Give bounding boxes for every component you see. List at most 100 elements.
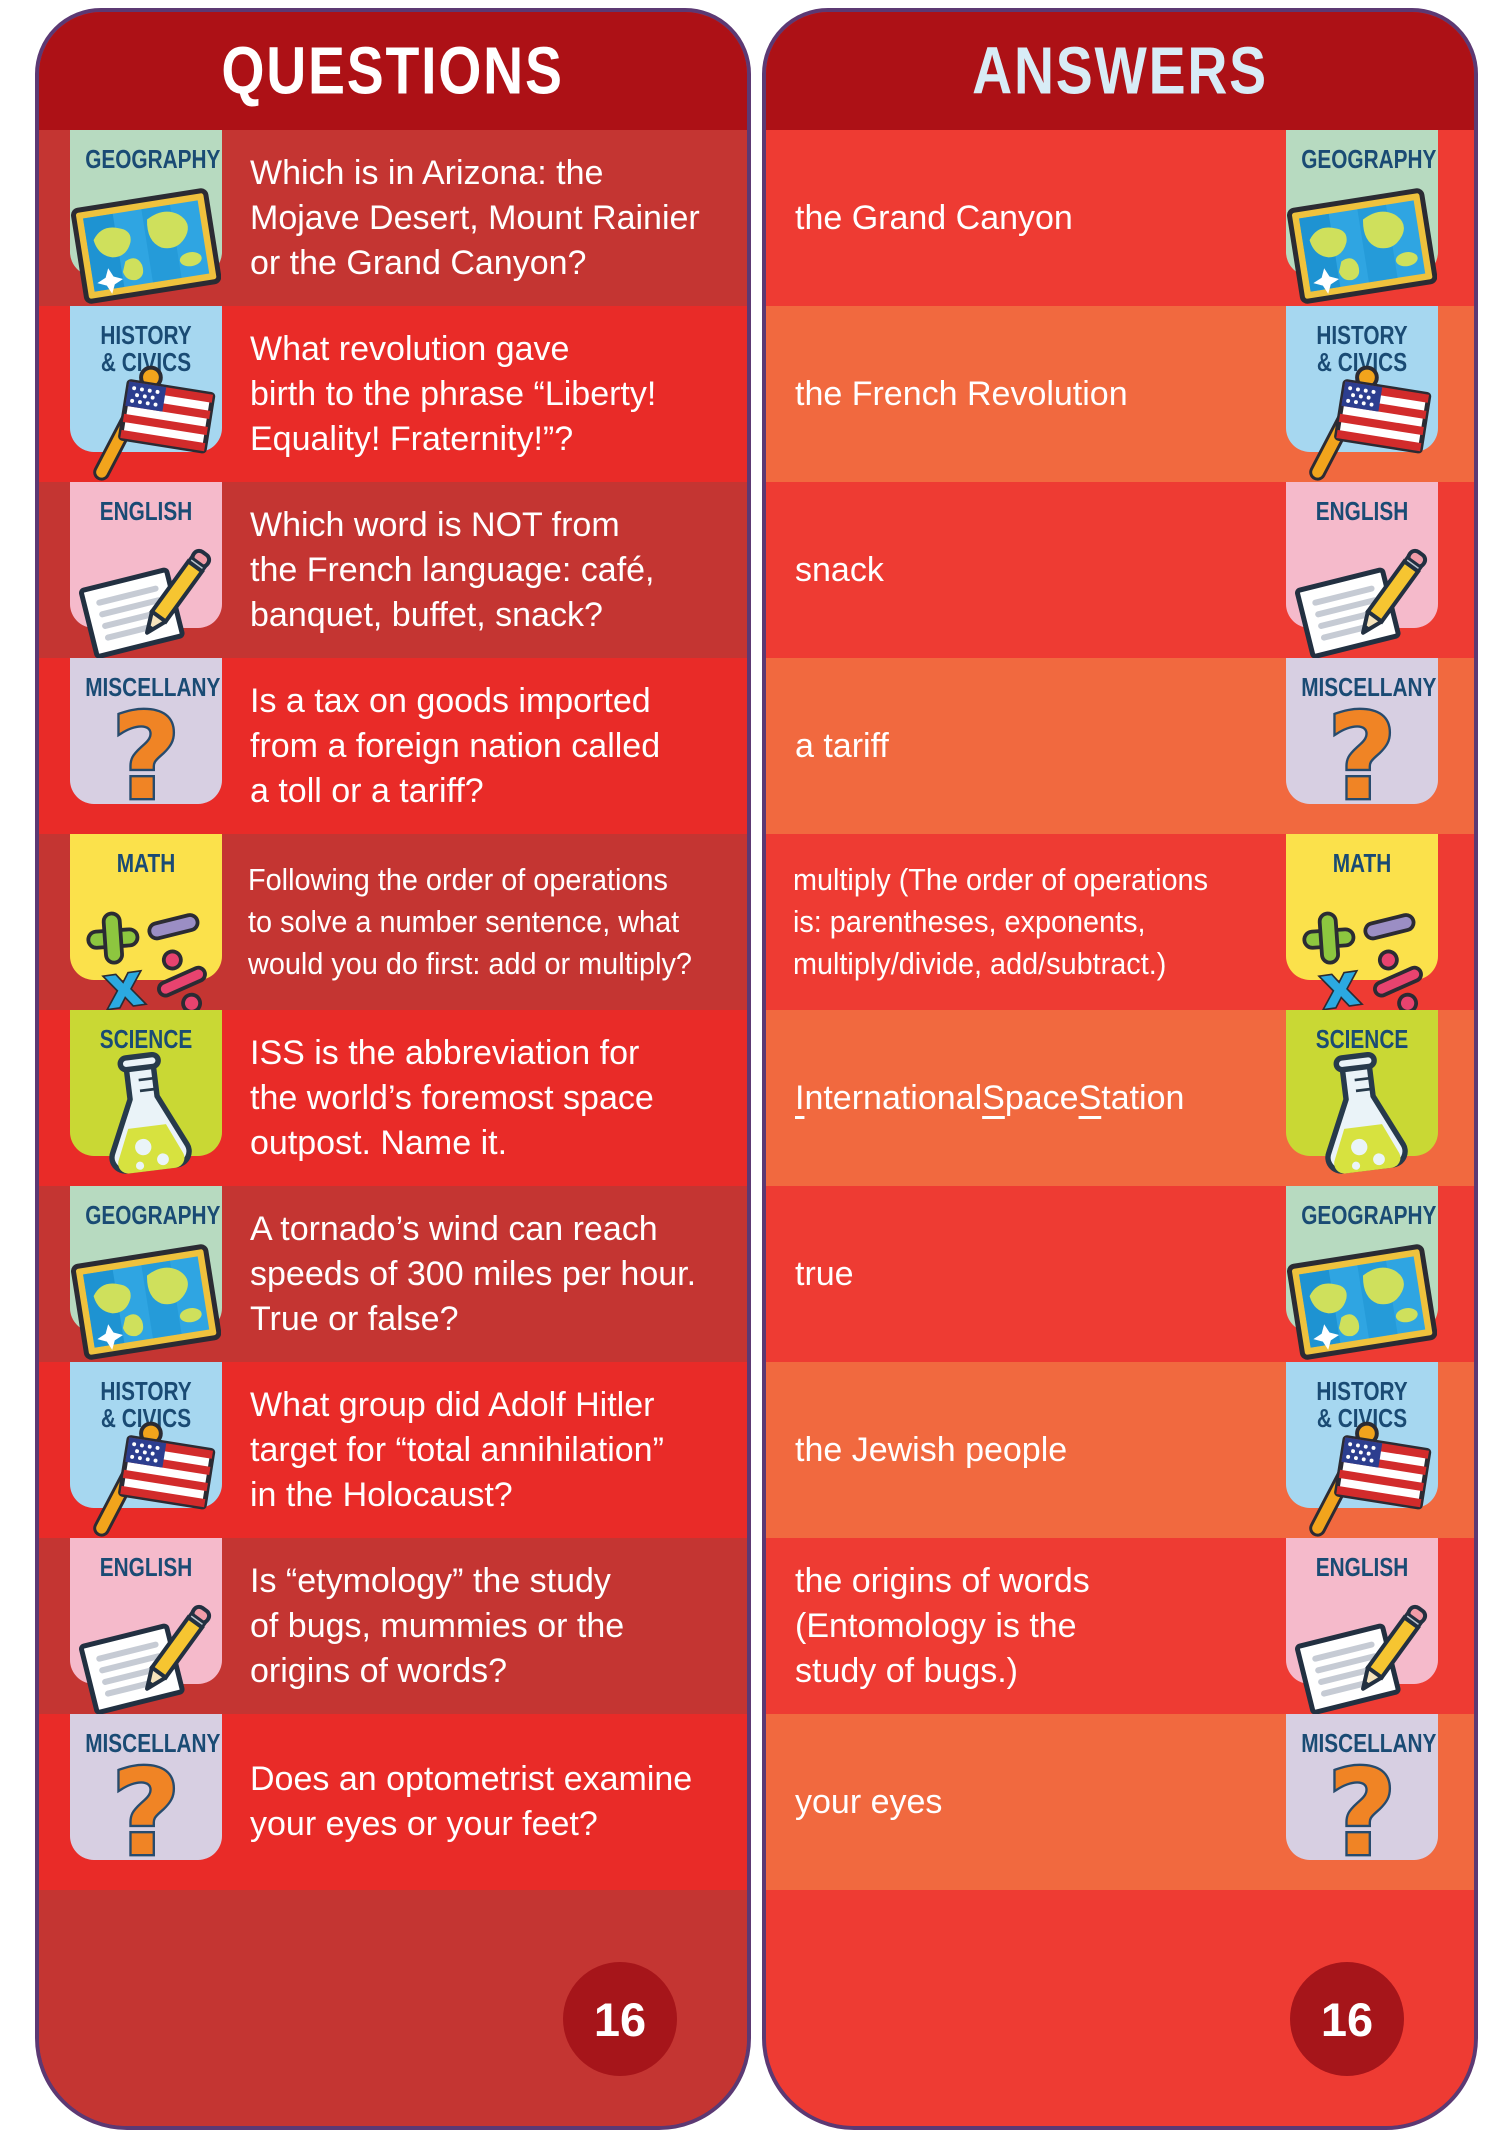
flag-icon <box>72 341 220 486</box>
question-text: What group did Adolf Hitler target for “… <box>250 1385 664 1514</box>
question-mark-icon: ? <box>1315 686 1410 838</box>
map-icon <box>71 1226 221 1366</box>
paper-pencil-icon <box>1287 522 1437 662</box>
answer-text: the French Revolution <box>795 374 1128 413</box>
page-number: 16 <box>1320 1992 1374 2046</box>
question-text: Which word is NOT from the French langua… <box>250 505 655 634</box>
svg-text:?: ? <box>1328 689 1397 827</box>
category-label: MISCELLANY <box>1301 1728 1437 1758</box>
question-text: Is a tax on goods imported from a foreig… <box>250 681 661 810</box>
category-label: GEOGRAPHY <box>85 144 221 174</box>
answer-row: your eyes MISCELLANY ? <box>766 1714 1474 1890</box>
category-tile: SCIENCE <box>1286 1010 1438 1174</box>
category-label: SCIENCE <box>99 1024 193 1054</box>
math-symbols-icon: x <box>1291 900 1433 1014</box>
answer-row: a tariff MISCELLANY ? <box>766 658 1474 834</box>
question-text: Which is in Arizona: the Mojave Desert, … <box>250 153 700 282</box>
answers-footer: 16 <box>766 1890 1474 2126</box>
category-label: ENGLISH <box>1315 496 1409 526</box>
category-tile: MATH x <box>1286 834 1438 1014</box>
questions-card: QUESTIONS Which is in Arizona: the Mojav… <box>35 8 751 2130</box>
answer-text: your eyes <box>795 1782 943 1821</box>
category-tile: GEOGRAPHY <box>1286 130 1438 304</box>
answer-row: the origins of words (Entomology is the … <box>766 1538 1474 1715</box>
question-row: A tornado’s wind can reach speeds of 300… <box>39 1186 747 1362</box>
page-number-badge: 16 <box>563 1962 677 2076</box>
answer-row: the Jewish people HISTORY & CIVICS <box>766 1362 1474 1538</box>
category-label: ENGLISH <box>99 1552 193 1582</box>
questions-header: QUESTIONS <box>39 12 747 130</box>
answer-text: multiply (The order of operations is: pa… <box>792 862 1208 981</box>
question-text: Is “etymology” the study of bugs, mummie… <box>250 1561 625 1690</box>
question-text: Following the order of operations to sol… <box>248 862 692 981</box>
flask-icon <box>1303 1045 1421 1190</box>
map-icon <box>1287 170 1437 310</box>
answer-text: a tariff <box>795 726 889 765</box>
category-label: ENGLISH <box>99 496 193 526</box>
question-mark-icon: ? <box>99 686 194 838</box>
category-label: SCIENCE <box>1315 1024 1409 1054</box>
answer-row: the Grand Canyon GEOGRAPHY <box>766 130 1474 306</box>
page-number: 16 <box>593 1992 647 2046</box>
category-tile: MISCELLANY ? <box>1286 1714 1438 1885</box>
category-label: GEOGRAPHY <box>85 1200 221 1230</box>
question-text: ISS is the abbreviation for the world’s … <box>250 1033 654 1162</box>
category-tile: MISCELLANY ? <box>70 1714 222 1885</box>
answer-row: multiply (The order of operations is: pa… <box>766 834 1474 1014</box>
paper-pencil-icon <box>71 522 221 662</box>
paper-pencil-icon <box>1287 1578 1437 1718</box>
questions-footer: 16 <box>39 1890 747 2126</box>
question-row: What group did Adolf Hitler target for “… <box>39 1362 747 1538</box>
category-tile: MISCELLANY ? <box>70 658 222 829</box>
category-tile: ENGLISH <box>70 482 222 659</box>
category-label: MISCELLANY <box>1301 672 1437 702</box>
questions-rows: Which is in Arizona: the Mojave Desert, … <box>39 130 747 1890</box>
svg-text:?: ? <box>1328 1745 1397 1883</box>
answer-row: snack ENGLISH <box>766 482 1474 659</box>
question-row: What revolution gave birth to the phrase… <box>39 306 747 482</box>
answers-rows: the Grand Canyon GEOGRAPHY the French Re… <box>766 130 1474 1890</box>
flag-icon <box>1288 341 1436 486</box>
answers-card: ANSWERS the Grand Canyon GEOGRAPHY the F… <box>762 8 1478 2130</box>
map-icon <box>1287 1226 1437 1366</box>
question-row: Does an optometrist examine your eyes or… <box>39 1714 747 1890</box>
category-label: HISTORY & CIVICS <box>1316 1376 1408 1433</box>
category-tile: HISTORY & CIVICS <box>70 1362 222 1537</box>
answer-row: true GEOGRAPHY <box>766 1186 1474 1362</box>
category-tile: ENGLISH <box>70 1538 222 1715</box>
question-row: ISS is the abbreviation for the world’s … <box>39 1010 747 1186</box>
answer-text: true <box>795 1254 854 1293</box>
svg-text:?: ? <box>112 689 181 827</box>
answers-header: ANSWERS <box>766 12 1474 130</box>
question-row: Is “etymology” the study of bugs, mummie… <box>39 1538 747 1715</box>
svg-text:?: ? <box>112 1745 181 1883</box>
page-number-badge: 16 <box>1290 1962 1404 2076</box>
question-text: A tornado’s wind can reach speeds of 300… <box>250 1209 697 1338</box>
category-label: MISCELLANY <box>85 1728 221 1758</box>
category-tile: ENGLISH <box>1286 482 1438 659</box>
category-label: MATH <box>1332 848 1392 878</box>
category-tile: HISTORY & CIVICS <box>70 306 222 481</box>
category-label: HISTORY & CIVICS <box>100 320 192 377</box>
category-label: GEOGRAPHY <box>1301 144 1437 174</box>
category-tile: GEOGRAPHY <box>70 130 222 304</box>
answers-title: ANSWERS <box>972 33 1268 109</box>
category-tile: MATH x <box>70 834 222 1014</box>
math-symbols-icon: x <box>75 900 217 1014</box>
category-tile: SCIENCE <box>70 1010 222 1174</box>
flag-icon <box>72 1397 220 1542</box>
answer-text: snack <box>795 550 884 589</box>
questions-title: QUESTIONS <box>221 33 565 109</box>
category-tile: GEOGRAPHY <box>1286 1186 1438 1360</box>
svg-text:x: x <box>1316 950 1363 1014</box>
map-icon <box>71 170 221 310</box>
category-label: MATH <box>116 848 176 878</box>
question-mark-icon: ? <box>1315 1742 1410 1894</box>
answer-text: the Grand Canyon <box>795 198 1073 237</box>
answer-row: the French Revolution HISTORY & CIVICS <box>766 306 1474 482</box>
question-row: Following the order of operations to sol… <box>39 834 747 1014</box>
flag-icon <box>1288 1397 1436 1542</box>
